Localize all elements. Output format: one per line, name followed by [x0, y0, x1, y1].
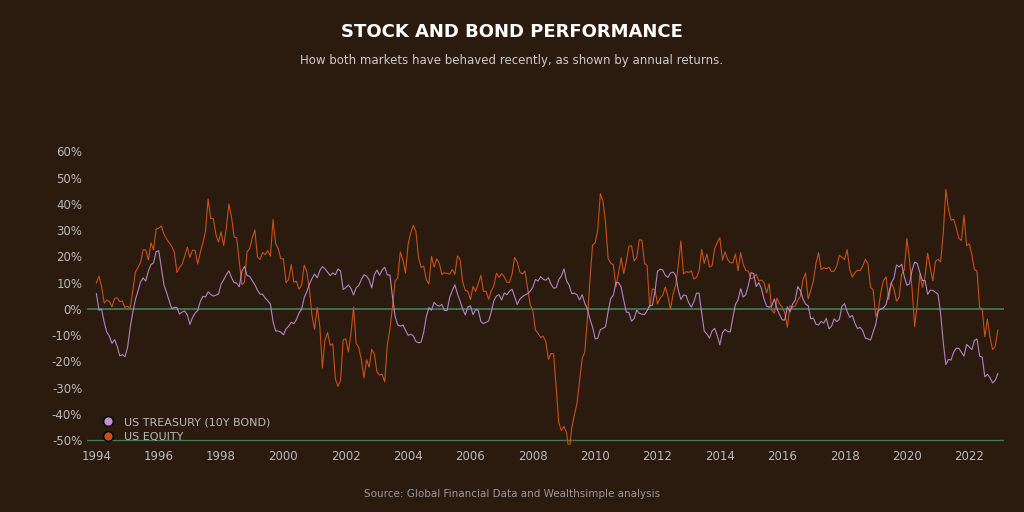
- Legend: US TREASURY (10Y BOND), US EQUITY: US TREASURY (10Y BOND), US EQUITY: [92, 413, 274, 446]
- Text: Source: Global Financial Data and Wealthsimple analysis: Source: Global Financial Data and Wealth…: [364, 489, 660, 499]
- Text: How both markets have behaved recently, as shown by annual returns.: How both markets have behaved recently, …: [300, 54, 724, 67]
- Text: STOCK AND BOND PERFORMANCE: STOCK AND BOND PERFORMANCE: [341, 23, 683, 41]
